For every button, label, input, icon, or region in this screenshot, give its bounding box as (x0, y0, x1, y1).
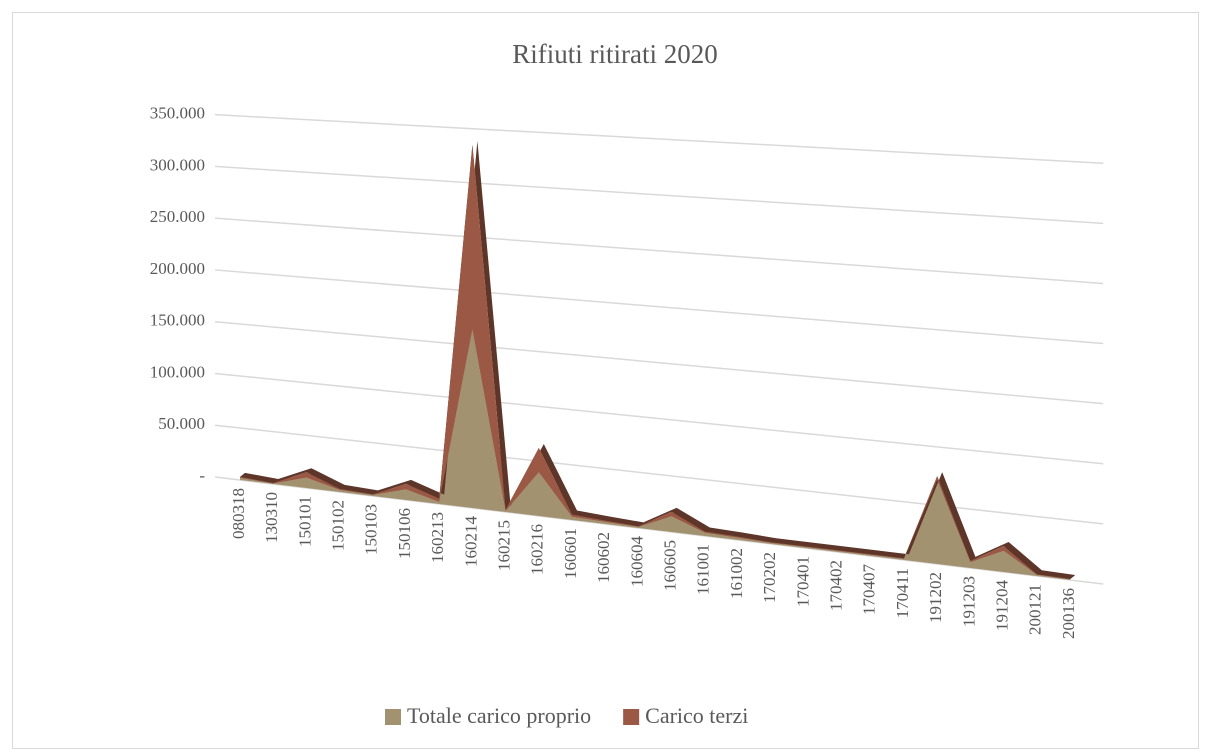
y-tick-label: 150.000 (150, 311, 205, 330)
x-tick-label: 160605 (661, 540, 680, 591)
grid-line (215, 113, 1104, 164)
y-tick-label: 50.000 (158, 414, 205, 433)
x-tick-label: 160601 (561, 528, 580, 579)
x-tick-label: 161002 (727, 548, 746, 599)
grid-line (215, 217, 1104, 285)
legend-label: Carico terzi (645, 703, 748, 728)
x-tick-label: 200121 (1026, 584, 1045, 635)
x-tick-label: 191202 (926, 572, 945, 623)
grid-line (215, 372, 1104, 465)
x-tick-label: 170411 (893, 568, 912, 618)
x-tick-label: 080318 (229, 488, 248, 539)
grid-line (215, 269, 1104, 345)
grid-line (215, 165, 1104, 225)
chart-border (12, 12, 1199, 749)
grid-line (215, 320, 1104, 405)
chart-title: Rifiuti ritirati 2020 (512, 39, 717, 69)
y-tick-label: 350.000 (150, 104, 205, 123)
y-tick-label: 200.000 (150, 259, 205, 278)
x-tick-label: 150102 (329, 500, 348, 551)
legend-swatch (385, 709, 401, 725)
x-tick-label: 170202 (760, 552, 779, 603)
x-tick-label: 160213 (428, 512, 447, 563)
y-tick-label: - (199, 466, 205, 485)
x-tick-label: 160602 (594, 532, 613, 583)
x-tick-label: 170407 (860, 564, 879, 616)
x-tick-label: 191203 (959, 576, 978, 627)
x-tick-label: 191204 (993, 580, 1012, 632)
x-tick-label: 170401 (793, 556, 812, 607)
x-tick-label: 160214 (461, 516, 480, 568)
legend-swatch (623, 709, 640, 725)
y-tick-label: 100.000 (150, 362, 205, 381)
x-tick-label: 200136 (1059, 588, 1078, 639)
x-tick-label: 150106 (395, 508, 414, 559)
grid-line (215, 476, 1104, 585)
y-tick-label: 250.000 (150, 207, 205, 226)
area (240, 329, 1070, 580)
x-tick-label: 170402 (827, 560, 846, 611)
x-tick-label: 160604 (627, 536, 646, 588)
x-tick-label: 150101 (295, 496, 314, 547)
x-tick-label: 161001 (694, 544, 713, 595)
legend-label: Totale carico proprio (407, 703, 591, 728)
x-tick-label: 130310 (262, 492, 281, 543)
y-tick-label: 300.000 (150, 155, 205, 174)
x-tick-label: 150103 (362, 504, 381, 555)
x-tick-label: 160216 (528, 524, 547, 575)
x-tick-label: 160215 (495, 520, 514, 571)
